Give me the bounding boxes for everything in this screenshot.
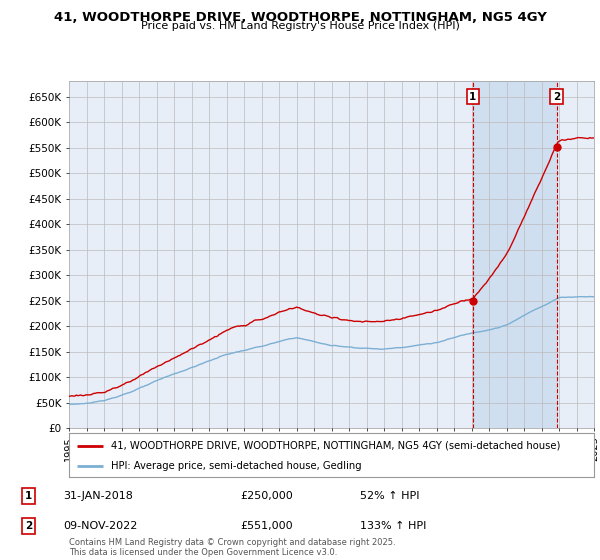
Text: £250,000: £250,000 (240, 491, 293, 501)
Text: 133% ↑ HPI: 133% ↑ HPI (360, 521, 427, 531)
Text: 2: 2 (553, 92, 560, 102)
Text: £551,000: £551,000 (240, 521, 293, 531)
Text: Price paid vs. HM Land Registry's House Price Index (HPI): Price paid vs. HM Land Registry's House … (140, 21, 460, 31)
Text: 1: 1 (25, 491, 32, 501)
Text: HPI: Average price, semi-detached house, Gedling: HPI: Average price, semi-detached house,… (111, 461, 362, 471)
Text: 1: 1 (469, 92, 476, 102)
Text: 41, WOODTHORPE DRIVE, WOODTHORPE, NOTTINGHAM, NG5 4GY (semi-detached house): 41, WOODTHORPE DRIVE, WOODTHORPE, NOTTIN… (111, 441, 560, 451)
Text: Contains HM Land Registry data © Crown copyright and database right 2025.
This d: Contains HM Land Registry data © Crown c… (69, 538, 395, 557)
Text: 41, WOODTHORPE DRIVE, WOODTHORPE, NOTTINGHAM, NG5 4GY: 41, WOODTHORPE DRIVE, WOODTHORPE, NOTTIN… (53, 11, 547, 24)
Text: 09-NOV-2022: 09-NOV-2022 (63, 521, 137, 531)
Text: 31-JAN-2018: 31-JAN-2018 (63, 491, 133, 501)
Bar (473, 81, 557, 428)
Text: 2: 2 (25, 521, 32, 531)
Text: 52% ↑ HPI: 52% ↑ HPI (360, 491, 419, 501)
